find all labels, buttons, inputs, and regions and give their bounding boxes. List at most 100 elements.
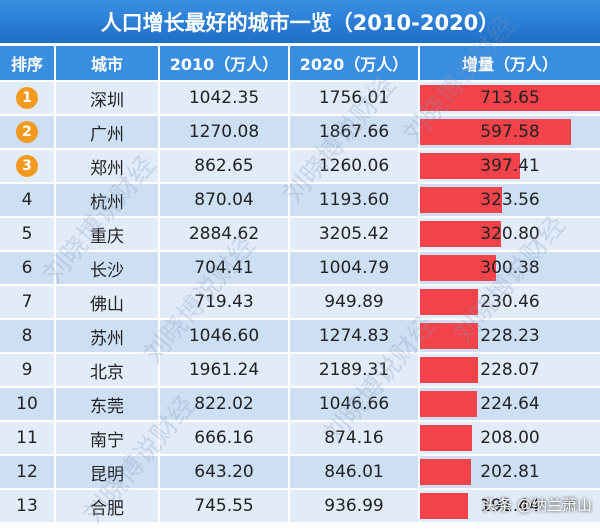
increase-bar [420, 85, 600, 111]
table-cell: 杭州 [56, 184, 158, 216]
table-cell: 深圳 [56, 82, 158, 114]
table-cell: 228.23 [420, 320, 600, 352]
table-cell: 745.55 [160, 490, 288, 522]
increase-label: 191.44 [480, 496, 540, 516]
table-cell: 2189.31 [290, 354, 418, 386]
table-cell: 936.99 [290, 490, 418, 522]
table-cell: 666.16 [160, 422, 288, 454]
credit: 头条 @纳兰萧山 [482, 496, 592, 514]
table-cell: 874.16 [290, 422, 418, 454]
rank-cell: 8 [0, 320, 54, 352]
rank-badge: 3 [16, 155, 38, 177]
increase-bar [420, 357, 478, 383]
header-cell: 增量（万人） [420, 46, 600, 80]
rank-cell: 4 [0, 184, 54, 216]
table-cell: 208.00 [420, 422, 600, 454]
table-cell: 822.02 [160, 388, 288, 420]
increase-label: 228.07 [480, 360, 540, 380]
increase-bar [420, 153, 521, 179]
table-cell: 广州 [56, 116, 158, 148]
increase-label: 224.64 [480, 394, 540, 414]
increase-bar [420, 221, 501, 247]
rank-cell: 9 [0, 354, 54, 386]
table-cell: 713.65 [420, 82, 600, 114]
rank-cell: 2 [0, 116, 54, 148]
increase-label: 597.58 [480, 122, 540, 142]
increase-label: 300.38 [480, 258, 540, 278]
header-cell: 排序 [0, 46, 54, 80]
table-cell: 郑州 [56, 150, 158, 182]
table-cell: 佛山 [56, 286, 158, 318]
table-cell: 704.41 [160, 252, 288, 284]
table-cell: 合肥 [56, 490, 158, 522]
increase-bar [420, 459, 472, 485]
table-cell: 1270.08 [160, 116, 288, 148]
increase-label: 228.23 [480, 326, 540, 346]
increase-label: 323.56 [480, 190, 540, 210]
table-cell: 1042.35 [160, 82, 288, 114]
header-cell: 城市 [56, 46, 158, 80]
increase-bar [420, 493, 469, 519]
increase-label: 208.00 [480, 428, 540, 448]
table-cell: 228.07 [420, 354, 600, 386]
rank-cell: 13 [0, 490, 54, 522]
table-cell: 300.38 [420, 252, 600, 284]
table-cell: 东莞 [56, 388, 158, 420]
table-cell: 长沙 [56, 252, 158, 284]
table-cell: 230.46 [420, 286, 600, 318]
table-cell: 719.43 [160, 286, 288, 318]
table-cell: 870.04 [160, 184, 288, 216]
table-cell: 224.64 [420, 388, 600, 420]
table-cell: 北京 [56, 354, 158, 386]
header-cell: 2010（万人） [160, 46, 288, 80]
rank-cell: 12 [0, 456, 54, 488]
table-cell: 1046.60 [160, 320, 288, 352]
table-cell: 1961.24 [160, 354, 288, 386]
table-cell: 597.58 [420, 116, 600, 148]
table-cell: 3205.42 [290, 218, 418, 250]
title: 人口增长最好的城市一览（2010-2020） [0, 0, 600, 43]
table-cell: 1274.83 [290, 320, 418, 352]
rank-cell: 3 [0, 150, 54, 182]
rank-cell: 1 [0, 82, 54, 114]
rank-cell: 6 [0, 252, 54, 284]
increase-bar [420, 255, 496, 281]
increase-bar [420, 323, 478, 349]
table-cell: 苏州 [56, 320, 158, 352]
table-cell: 1004.79 [290, 252, 418, 284]
increase-label: 713.65 [480, 88, 540, 108]
rank-badge: 1 [16, 87, 38, 109]
table-cell: 1260.06 [290, 150, 418, 182]
table-cell: 320.80 [420, 218, 600, 250]
table-cell: 昆明 [56, 456, 158, 488]
table-cell: 191.44 [420, 490, 600, 522]
increase-label: 230.46 [480, 292, 540, 312]
increase-bar [420, 187, 502, 213]
rank-cell: 7 [0, 286, 54, 318]
increase-bar [420, 119, 571, 145]
table-cell: 643.20 [160, 456, 288, 488]
table-cell: 862.65 [160, 150, 288, 182]
increase-label: 320.80 [480, 224, 540, 244]
table-cell: 1193.60 [290, 184, 418, 216]
table-cell: 202.81 [420, 456, 600, 488]
table-cell: 846.01 [290, 456, 418, 488]
table-cell: 南宁 [56, 422, 158, 454]
increase-label: 397.41 [480, 156, 540, 176]
increase-bar [420, 391, 477, 417]
table-cell: 397.41 [420, 150, 600, 182]
rank-badge: 2 [16, 121, 38, 143]
rank-cell: 5 [0, 218, 54, 250]
table-cell: 1046.66 [290, 388, 418, 420]
header-cell: 2020（万人） [290, 46, 418, 80]
rank-cell: 11 [0, 422, 54, 454]
table-cell: 重庆 [56, 218, 158, 250]
table-cell: 949.89 [290, 286, 418, 318]
table-cell: 1867.66 [290, 116, 418, 148]
increase-label: 202.81 [480, 462, 540, 482]
increase-bar [420, 425, 473, 451]
increase-bar [420, 289, 479, 315]
table-cell: 323.56 [420, 184, 600, 216]
rank-cell: 10 [0, 388, 54, 420]
